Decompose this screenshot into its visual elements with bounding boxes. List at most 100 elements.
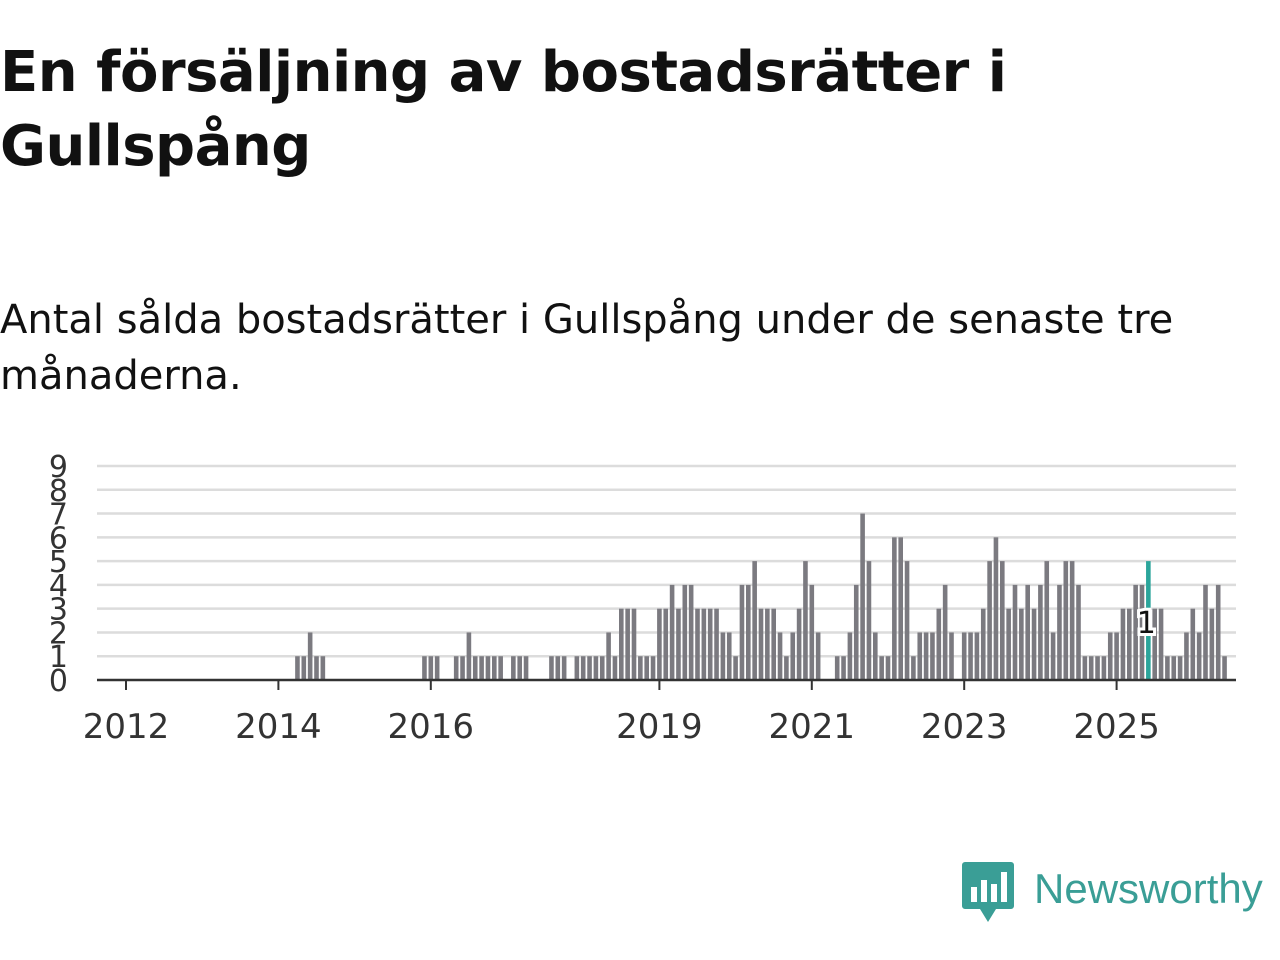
bar [1050,632,1056,680]
bar [720,632,726,680]
bar [923,632,929,680]
bar [619,608,624,680]
bar [1095,656,1100,680]
gridlines [97,464,1236,658]
bar [879,656,884,680]
bar [936,608,942,680]
y-tick-label: 5 [49,545,68,580]
bar [650,656,656,680]
bar [873,632,878,680]
bar [1222,656,1227,680]
bar [1031,608,1037,680]
bar [695,608,700,680]
bar [1120,608,1126,680]
bar [460,656,465,680]
bar [1038,584,1043,680]
bar [320,656,326,680]
bar [841,656,846,680]
bar [657,608,662,680]
bar [815,632,821,680]
bar [1127,608,1132,680]
bar [549,656,554,680]
y-tick-label: 2 [49,616,68,651]
chart-subtitle: Antal sålda bostadsrätter i Gullspång un… [0,297,1174,399]
bar [523,656,529,680]
bar [1190,608,1196,680]
bar [472,656,478,680]
bar [631,608,637,680]
x-tick-label: 2014 [235,707,322,747]
y-tick-label: 1 [49,640,68,675]
bar [739,584,745,680]
bar [644,656,649,680]
x-tick-label: 2016 [388,707,475,747]
bar [961,632,967,680]
bar [479,656,484,680]
bar [561,656,567,680]
bar [1012,584,1018,680]
bar [987,561,992,680]
bar [1082,656,1088,680]
bar [1215,584,1221,680]
bar [784,656,789,680]
x-tick-label: 2023 [921,707,1008,747]
bar [606,632,611,680]
bar [1088,656,1094,680]
bar [1152,608,1157,680]
bar [676,608,681,680]
x-tick-label: 2021 [769,707,856,747]
bar [834,656,840,680]
x-tick-label: 2025 [1073,707,1160,747]
bar [295,656,300,680]
bar [746,584,751,680]
bar [714,608,719,680]
bar [930,632,935,680]
bar [434,656,440,680]
bar [580,656,586,680]
y-tick-label: 7 [49,498,68,533]
bar [898,537,903,680]
bar [866,561,872,680]
bars [295,513,1227,680]
bar [1006,608,1011,680]
bar [911,656,916,680]
bar [498,656,503,680]
bar [1171,656,1177,680]
bar [1107,632,1113,680]
bar [758,608,764,680]
bar [796,608,802,680]
bar [904,561,910,680]
bar [917,632,923,680]
bar [428,656,434,680]
bar [688,584,694,680]
bar [847,632,853,680]
bar [1203,584,1208,680]
bar [726,632,732,680]
bar [1025,584,1030,680]
axes [97,678,1236,690]
bar [860,513,865,680]
bar [638,656,643,680]
y-tick-label: 3 [49,593,68,628]
bar [492,656,497,680]
bar [314,656,319,680]
bar [892,537,897,680]
bar [942,584,948,680]
bar [1158,608,1164,680]
bar [752,561,757,680]
bar [599,656,605,680]
y-tick-label: 8 [49,474,68,509]
bar [885,656,891,680]
bar [625,608,630,680]
bar [809,584,815,680]
bar [663,608,669,680]
bar [422,656,427,680]
bar [777,632,783,680]
bar [968,632,973,680]
x-tick-label: 2012 [83,707,170,747]
bar [1076,584,1081,680]
bar [1000,561,1005,680]
bar [593,656,599,680]
bar [733,656,738,680]
bar [307,632,313,680]
